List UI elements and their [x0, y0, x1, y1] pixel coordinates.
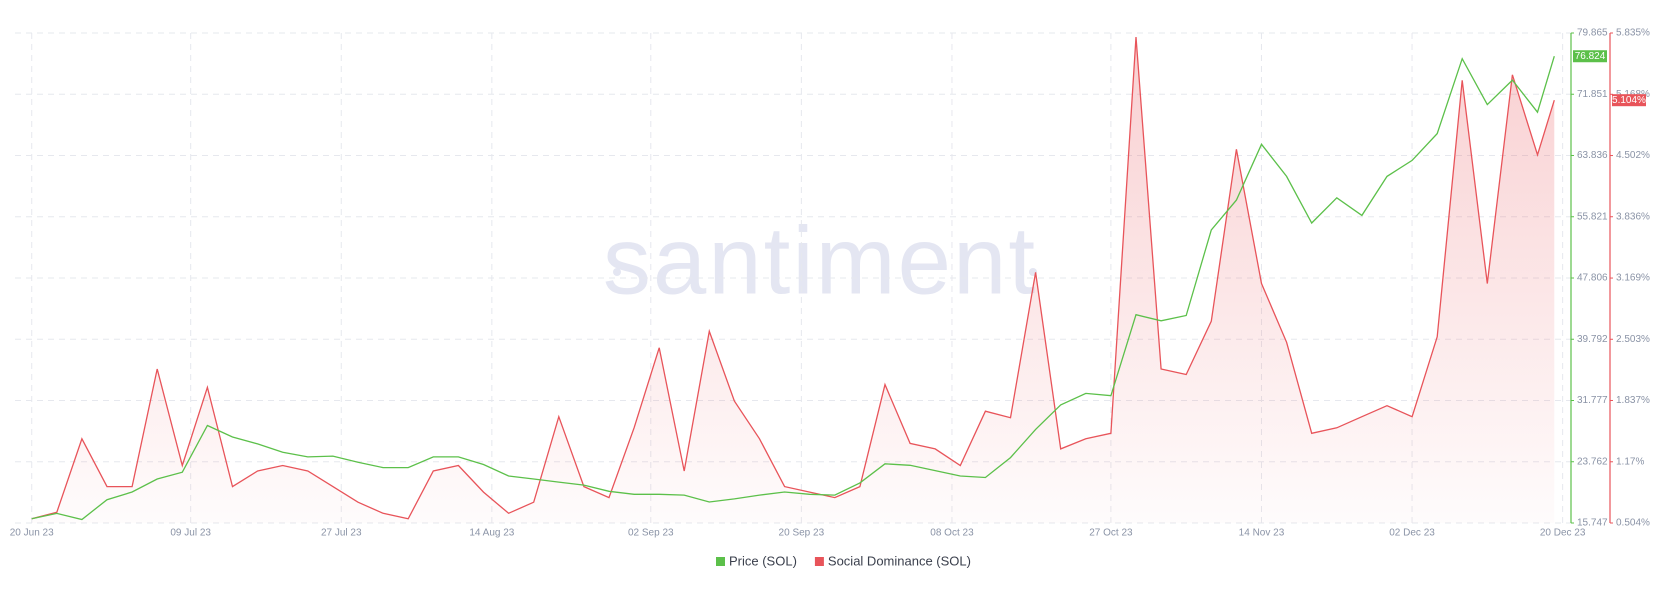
y-tick-label: 55.821 [1577, 211, 1608, 222]
y2-tick-label: 5.835% [1616, 28, 1650, 39]
y-tick-label: 39.792 [1577, 334, 1608, 345]
x-tick-label: 08 Oct 23 [930, 528, 974, 539]
legend-swatch [814, 557, 824, 566]
x-tick-label: 14 Aug 23 [469, 528, 514, 539]
y2-tick-label: 1.837% [1616, 395, 1650, 406]
y2-tick-label: 3.836% [1616, 211, 1650, 222]
legend-swatch [716, 557, 725, 566]
dominance-badge-label: 5.104% [1612, 95, 1646, 106]
y-tick-label: 31.777 [1577, 395, 1608, 406]
y2-tick-label: 3.169% [1616, 273, 1650, 284]
watermark-dot [613, 268, 621, 276]
y-tick-label: 63.836 [1577, 150, 1608, 161]
y-tick-label: 47.806 [1577, 273, 1608, 284]
x-tick-label: 27 Jul 23 [321, 528, 362, 539]
dominance-badge [1612, 94, 1646, 107]
x-tick-label: 02 Sep 23 [628, 528, 674, 539]
legend-label: Social Dominance (SOL) [828, 553, 971, 568]
watermark: santiment [603, 207, 1037, 314]
y-tick-label: 23.762 [1577, 456, 1608, 467]
y-tick-label: 71.851 [1577, 89, 1608, 100]
y2-tick-label: 4.502% [1616, 150, 1650, 161]
x-tick-label: 20 Jun 23 [10, 528, 54, 539]
line [31, 37, 1555, 520]
y2-tick-label: 0.504% [1616, 518, 1650, 529]
y2-tick-label: 2.503% [1616, 334, 1650, 345]
line [31, 56, 1555, 521]
x-tick-label: 02 Dec 23 [1389, 528, 1435, 539]
y-tick-label: 15.747 [1577, 518, 1608, 529]
y2-tick-label: 1.17% [1616, 456, 1644, 467]
legend: Price (SOL) Social Dominance (SOL) [716, 553, 971, 568]
x-tick-label: 14 Nov 23 [1239, 528, 1285, 539]
x-tick-label: 09 Jul 23 [170, 528, 211, 539]
x-tick-label: 27 Oct 23 [1089, 528, 1133, 539]
x-tick-label: 20 Dec 23 [1540, 528, 1586, 539]
y-tick-label: 79.865 [1577, 28, 1608, 39]
price-badge-label: 76.824 [1575, 51, 1606, 62]
legend-label: Price (SOL) [729, 553, 797, 568]
x-tick-label: 20 Sep 23 [779, 528, 825, 539]
area [31, 37, 1555, 523]
price-badge [1573, 50, 1607, 63]
